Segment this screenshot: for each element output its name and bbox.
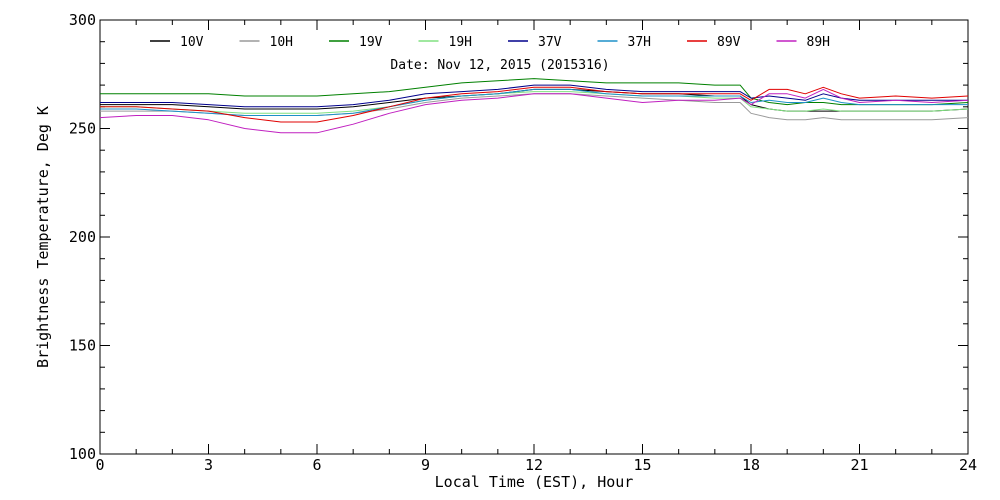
series-line-37v	[100, 84, 968, 108]
y-tick-label: 100	[69, 445, 96, 463]
x-tick-label: 15	[633, 456, 651, 474]
legend: 10V 10H 19V 19H 37V 37H 89V 89H	[150, 35, 830, 50]
x-tick-label: 24	[959, 456, 977, 474]
series-lines	[99, 78, 969, 134]
legend-label-19h: 19H	[449, 35, 472, 50]
x-tick-label: 12	[525, 456, 543, 474]
axis-ticks: 0 3 6 9 12 15 18 21 24 100 150 200 250 300	[69, 11, 977, 474]
y-tick-label: 200	[69, 228, 96, 246]
y-tick-label: 250	[69, 120, 96, 138]
legend-label-19v: 19V	[359, 35, 383, 50]
y-tick-label: 150	[69, 337, 96, 355]
y-tick-label: 300	[69, 11, 96, 29]
x-tick-label: 18	[742, 456, 760, 474]
series-line-89v	[100, 86, 969, 123]
legend-label-37h: 37H	[628, 35, 651, 50]
legend-label-37v: 37V	[538, 35, 562, 50]
legend-label-10h: 10H	[270, 35, 293, 50]
series-line-19v	[100, 78, 969, 106]
x-tick-label: 3	[204, 456, 213, 474]
series-line-37h	[100, 88, 968, 116]
x-tick-label: 6	[312, 456, 321, 474]
date-annotation: Date: Nov 12, 2015 (2015316)	[390, 58, 609, 73]
legend-label-89h: 89H	[807, 35, 830, 50]
legend-label-10v: 10V	[180, 35, 204, 50]
series-line-89h	[99, 88, 969, 134]
x-axis-title: Local Time (EST), Hour	[435, 473, 634, 491]
x-tick-label: 21	[850, 456, 868, 474]
y-axis-title: Brightness Temperature, Deg K	[34, 106, 52, 368]
legend-label-89v: 89V	[717, 35, 741, 50]
x-tick-label: 0	[95, 456, 104, 474]
x-tick-label: 9	[421, 456, 430, 474]
